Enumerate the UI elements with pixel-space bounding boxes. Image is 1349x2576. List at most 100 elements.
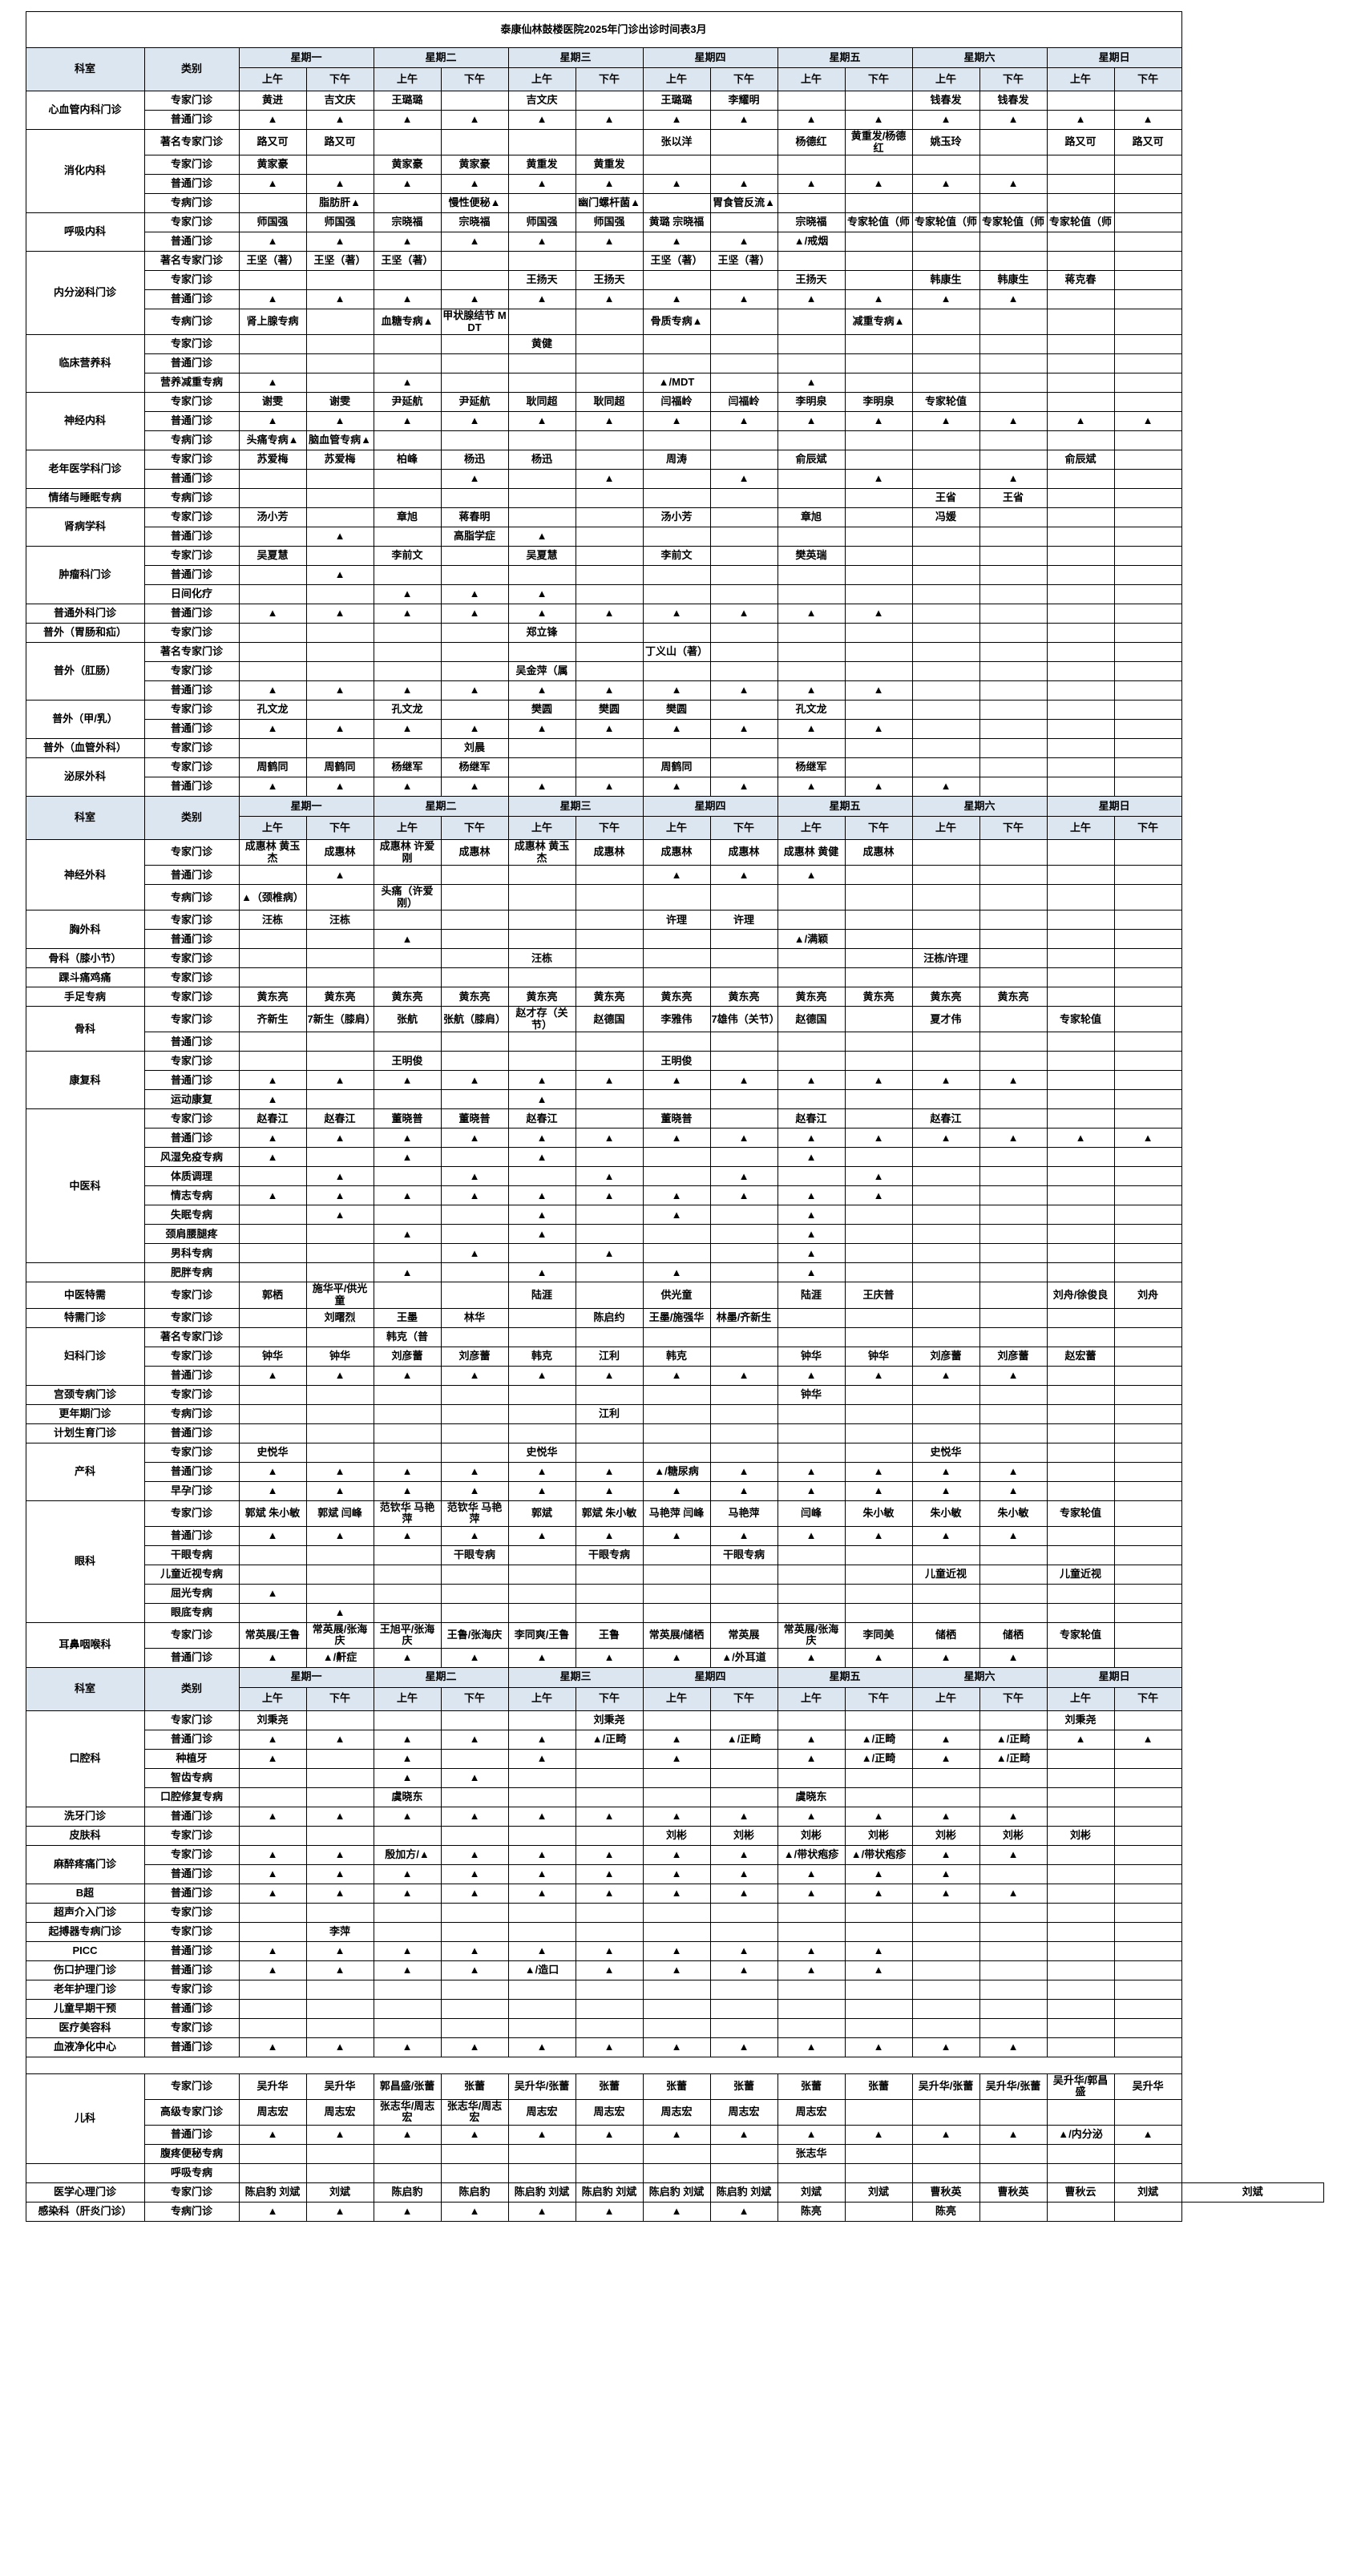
availability-marker: ▲: [642, 1729, 711, 1750]
availability-marker: ▲: [373, 1748, 442, 1769]
header-pm-6: 下午: [1113, 1686, 1182, 1711]
doctor-cell-4: [507, 128, 576, 156]
doctor-cell-11: 王省: [979, 488, 1048, 509]
doctor-cell-8: [777, 642, 846, 663]
table-row: 口腔科 专家门诊 刘秉尧 刘秉尧 刘秉尧: [25, 1710, 1323, 1807]
doctor-cell-10: [911, 1205, 980, 1225]
doctor-cell-8: [777, 884, 846, 911]
doctor-cell-8: [777, 1051, 846, 1072]
doctor-cell-10: 曹秋英: [911, 2182, 980, 2203]
availability-marker: ▲: [507, 1806, 576, 1827]
table-row: 早孕门诊 ▲ ▲ ▲ ▲ ▲ ▲ ▲ ▲ ▲ ▲ ▲ ▲: [26, 1480, 1323, 1501]
doctor-cell-1: 脑血管专病▲: [305, 430, 374, 451]
doctor-cell-13: [1113, 289, 1182, 310]
doctor-cell-12: [1046, 1243, 1115, 1264]
doctor-cell-5: [575, 1564, 644, 1585]
doctor-cell-6: 成惠林: [642, 839, 711, 866]
doctor-cell-8: 樊英瑞: [777, 546, 846, 567]
availability-marker: ▲: [575, 469, 644, 490]
category-name: 专家门诊: [143, 2017, 240, 2038]
doctor-cell-8: 刘彬: [777, 1825, 846, 1846]
doctor-cell-12: [1046, 623, 1115, 644]
availability-marker: ▲: [507, 1224, 576, 1245]
doctor-cell-11: [979, 1326, 1048, 1347]
category-name: 专家门诊: [143, 155, 240, 176]
doctor-cell-4: 成惠林 黄玉杰: [507, 839, 576, 866]
doctor-cell-2: [373, 948, 442, 969]
doctor-cell-12: [1046, 373, 1115, 394]
table-row: 康复科 专家门诊 王明俊 王明俊: [25, 1051, 1323, 1110]
doctor-cell-2: [373, 1602, 442, 1623]
doctor-cell-9: [844, 700, 913, 721]
doctor-cell-7: [709, 212, 778, 233]
doctor-cell-11: [979, 700, 1048, 721]
table-row: 医疗美容科 专家门诊: [25, 2017, 1323, 2038]
category-name: 专家门诊: [143, 270, 240, 291]
doctor-cell-11: [979, 1564, 1048, 1585]
category-name: 专家门诊: [143, 967, 240, 988]
doctor-cell-13: [1113, 1883, 1182, 1904]
availability-marker: ▲: [709, 289, 778, 310]
dept-name: 更年期门诊: [25, 1403, 145, 1424]
category-name: 专家门诊: [143, 334, 240, 355]
doctor-cell-9: [844, 584, 913, 605]
doctor-cell-1: 周志宏: [305, 2098, 374, 2126]
doctor-cell-2: [373, 623, 442, 644]
doctor-cell-10: [911, 1032, 980, 1052]
doctor-cell-1: 周鹤同: [305, 757, 374, 778]
doctor-cell-9: [844, 1787, 913, 1807]
availability-marker: ▲: [575, 1844, 644, 1865]
category-name: 著名专家门诊: [143, 251, 240, 272]
doctor-cell-12: [1046, 700, 1115, 721]
doctor-cell-0: 陈启豹 刘斌: [238, 2182, 307, 2203]
availability-marker: ▲: [844, 1883, 913, 1904]
doctor-cell-6: [642, 661, 711, 682]
header-pm-5: 下午: [979, 1686, 1048, 1711]
doctor-cell-10: 陈亮: [911, 2201, 980, 2222]
category-name: 普通门诊: [143, 565, 240, 586]
doctor-cell-13: [1113, 212, 1182, 233]
header-am-4: 上午: [777, 816, 846, 841]
doctor-cell-5: 赵德国: [575, 1006, 644, 1033]
doctor-cell-3: [440, 2017, 509, 2038]
availability-marker: ▲: [305, 777, 374, 797]
doctor-cell-10: [911, 565, 980, 586]
table-row: 洗牙门诊 普通门诊 ▲ ▲ ▲ ▲ ▲ ▲ ▲ ▲ ▲ ▲ ▲ ▲: [25, 1806, 1323, 1827]
doctor-cell-1: [305, 1998, 374, 2019]
availability-marker: ▲: [709, 1806, 778, 1827]
availability-marker: ▲: [642, 865, 711, 886]
doctor-cell-8: 孔文龙: [777, 700, 846, 721]
doctor-cell-8: [777, 2162, 846, 2183]
category-name: 普通门诊: [143, 1863, 240, 1884]
availability-marker: ▲: [911, 1480, 980, 1501]
doctor-cell-10: [911, 334, 980, 355]
doctor-cell-13: [1113, 1602, 1182, 1623]
doctor-cell-7: 干眼专病: [709, 1544, 778, 1565]
doctor-cell-9: [844, 488, 913, 509]
doctor-cell-13: 刘舟: [1113, 1282, 1182, 1309]
doctor-cell-3: 范钦华 马艳萍: [440, 1500, 509, 1527]
availability-marker: ▲: [373, 1960, 442, 1980]
availability-marker: ▲: [575, 2124, 644, 2145]
doctor-cell-1: [305, 1564, 374, 1585]
doctor-cell-9: [844, 929, 913, 950]
doctor-cell-11: [979, 546, 1048, 567]
doctor-cell-7: 7雄伟（关节）: [709, 1006, 780, 1033]
doctor-cell-4: 吉文庆: [507, 91, 576, 111]
doctor-cell-3: [440, 91, 509, 111]
doctor-cell-8: [777, 623, 846, 644]
doctor-cell-13: [1113, 392, 1182, 413]
doctor-cell-12: [1046, 1051, 1115, 1072]
doctor-cell-13: [1113, 719, 1182, 740]
doctor-cell-0: [238, 1262, 307, 1283]
doctor-cell-0: 黄家豪: [238, 155, 307, 176]
doctor-cell-10: [911, 700, 980, 721]
doctor-cell-2: [373, 738, 442, 759]
availability-marker: ▲: [373, 1262, 442, 1283]
doctor-cell-8: [777, 155, 846, 176]
doctor-cell-0: [238, 353, 307, 374]
doctor-cell-0: 头痛专病▲: [238, 430, 307, 451]
availability-marker: ▲: [305, 1960, 374, 1980]
doctor-cell-3: 高脂学症: [440, 527, 509, 547]
table-row: 普通门诊: [26, 1032, 1323, 1052]
